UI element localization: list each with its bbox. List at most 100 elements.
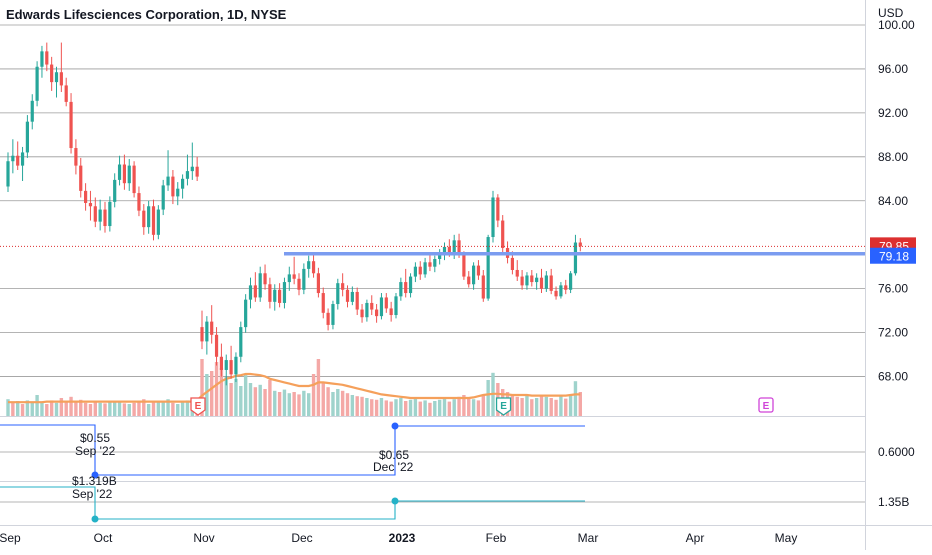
candle-body [59, 72, 63, 86]
candle-body [117, 164, 122, 180]
candle-body [515, 269, 519, 277]
candle-body [408, 276, 413, 294]
volume-bar [399, 398, 403, 416]
volume-bar [20, 404, 25, 416]
currency-label: USD [878, 6, 904, 20]
candle-body [297, 278, 301, 290]
candle-body [331, 304, 335, 325]
candle-body [214, 334, 219, 357]
volume-bar [205, 374, 209, 416]
candle-body [525, 275, 529, 286]
revenue-point [91, 515, 99, 523]
candle-body [161, 185, 165, 210]
candle-body [93, 206, 97, 222]
volume-bar [229, 383, 233, 416]
candle-body [40, 51, 44, 67]
candle-body [69, 101, 73, 149]
candle-body [45, 51, 49, 65]
volume-bar [156, 401, 161, 416]
candle-body [16, 155, 20, 166]
candle-body [35, 66, 39, 101]
volume-bar [549, 398, 553, 416]
candle-body [539, 277, 544, 289]
horizontal-level-label: 79.18 [879, 250, 909, 264]
volume-bar [534, 398, 539, 416]
volume-bar [292, 392, 296, 416]
volume-bar [137, 401, 141, 416]
volume-bar [59, 398, 64, 416]
candle-body [176, 188, 180, 197]
volume-bar [45, 404, 49, 416]
earnings-marker-box [190, 397, 206, 416]
candle-body [476, 265, 481, 276]
candle-body [365, 302, 369, 318]
candle-body [418, 266, 422, 275]
volume-bar [539, 395, 544, 416]
candle-body [404, 282, 408, 294]
volume-bar [355, 396, 359, 416]
volume-bar [248, 383, 253, 416]
candle-body [496, 197, 500, 221]
volume-bar [108, 401, 112, 416]
candle-body [64, 85, 68, 102]
volume-bar [379, 398, 384, 416]
revenue-axis-label: 1.35B [878, 495, 909, 509]
earnings-marker-label: E [195, 401, 202, 412]
volume-bar [471, 399, 476, 416]
volume-bar [282, 389, 287, 416]
candle-body [379, 297, 384, 317]
volume-bar [263, 389, 267, 416]
candle-body [452, 240, 456, 254]
earnings-marker-label: E [763, 401, 770, 412]
volume-bar [326, 387, 330, 416]
candle-body [535, 277, 539, 283]
dividend-period-label: Dec '22 [373, 460, 414, 474]
price-tick-label: 92.00 [878, 106, 908, 120]
candle-body [137, 193, 141, 211]
candle-body [151, 206, 156, 235]
candle-body [190, 166, 194, 172]
volume-bar [171, 402, 175, 416]
candle-body [326, 312, 330, 325]
volume-bar [287, 393, 291, 416]
volume-bar [132, 402, 136, 416]
volume-bar [433, 401, 437, 416]
dividend-step-line [0, 424, 585, 476]
volume-bar [374, 399, 379, 416]
candle-body [84, 190, 88, 203]
candle-body [25, 121, 29, 153]
volume-bar [486, 380, 490, 416]
volume-bar [408, 399, 413, 416]
revenue-period-label: Sep '22 [72, 487, 113, 501]
volume-bar [340, 390, 345, 416]
volume-bar [35, 395, 39, 416]
volume-bar [573, 381, 578, 416]
time-tick-label: Sep [0, 531, 21, 545]
candle-body [467, 276, 471, 285]
horizontal-level-label-box [870, 247, 916, 264]
candle-body [472, 265, 476, 285]
volume-bar [365, 398, 369, 416]
volume-bar [30, 402, 34, 416]
candle-body [341, 283, 345, 290]
volume-bar [515, 396, 519, 416]
price-tick-label: 88.00 [878, 150, 908, 164]
candle-body [142, 210, 146, 228]
volume-bar [389, 401, 393, 416]
candle-body [481, 275, 485, 299]
dividend-value-label: $0.65 [379, 448, 409, 462]
volume-bar [404, 401, 408, 416]
price-axis: 100.00 96.00 92.00 88.00 84.00 76.00 72.00 68.0… [870, 18, 916, 509]
candle-body [491, 197, 495, 238]
volume-bar [447, 401, 452, 416]
candle-body [302, 268, 306, 290]
volume-bar [437, 399, 442, 416]
volume-bar [307, 393, 311, 416]
price-tick-label: 72.00 [878, 326, 908, 340]
candle-body [360, 309, 364, 318]
candle-body [544, 275, 548, 289]
candle-body [195, 166, 199, 177]
